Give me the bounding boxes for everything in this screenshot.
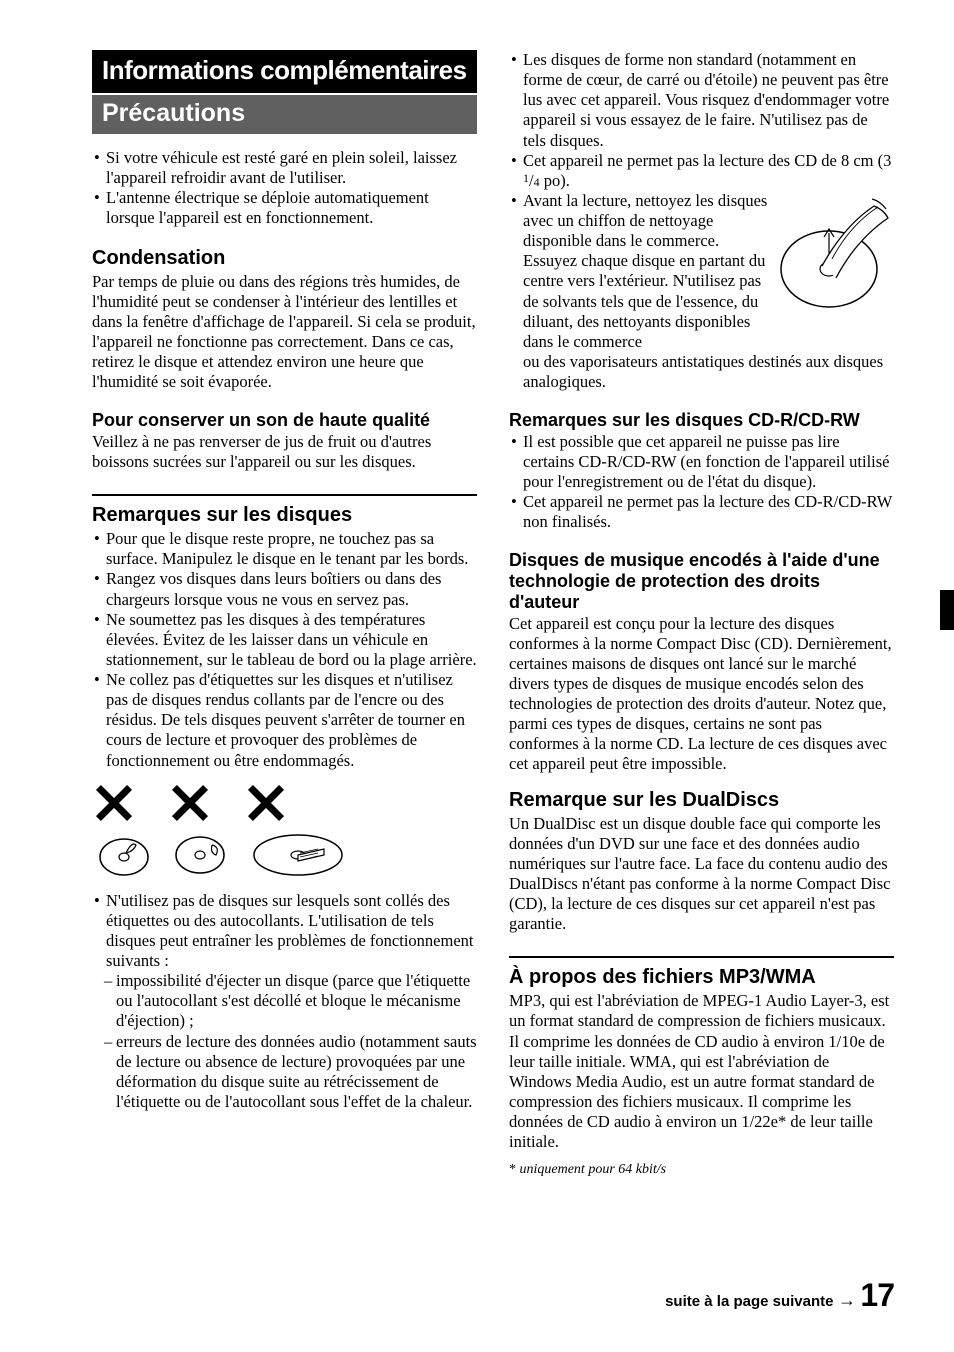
x-mark-icon: [172, 785, 208, 821]
cd8cm-prefix: Cet appareil ne permet pas la lecture de…: [523, 151, 891, 170]
divider-rule: [509, 956, 894, 958]
discs-bullet-list-2: N'utilisez pas de disques sur lesquels s…: [92, 891, 477, 1112]
heading-mp3: À propos des fichiers MP3/WMA: [509, 966, 894, 989]
heading-cdr: Remarques sur les disques CD-R/CD-RW: [509, 410, 894, 431]
disc-unit-2: [172, 785, 228, 881]
heading-sound-quality: Pour conserver un son de haute qualité: [92, 410, 477, 431]
x-mark-icon: [96, 785, 132, 821]
discs-bullet-list-1: Pour que le disque reste propre, ne touc…: [92, 529, 477, 771]
disc-label-icon: [248, 825, 348, 881]
section-sub-title: Précautions: [92, 95, 477, 134]
sub-list-item: impossibilité d'éjecter un disque (parce…: [92, 971, 477, 1031]
body-mp3: MP3, qui est l'abréviation de MPEG-1 Aud…: [509, 991, 894, 1152]
continuation-footer: suite à la page suivante → 17: [665, 1277, 894, 1314]
list-item-cd8cm: Cet appareil ne permet pas la lecture de…: [509, 151, 894, 191]
disc-unit-1: [96, 785, 152, 881]
x-mark-icon: [248, 785, 284, 821]
body-drm: Cet appareil est conçu pour la lecture d…: [509, 614, 894, 775]
list-item: N'utilisez pas de disques sur lesquels s…: [92, 891, 477, 972]
cd8cm-suffix: po).: [540, 171, 570, 190]
section-main-title: Informations complémentaires: [92, 50, 477, 93]
right-column: Les disques de forme non standard (notam…: [509, 50, 894, 1179]
page-number: 17: [860, 1277, 894, 1313]
list-item: Rangez vos disques dans leurs boîtiers o…: [92, 569, 477, 609]
cdr-bullet-list: Il est possible que cet appareil ne puis…: [509, 432, 894, 533]
list-item: Pour que le disque reste propre, ne touc…: [92, 529, 477, 569]
right-top-bullets: Les disques de forme non standard (notam…: [509, 50, 894, 392]
heading-drm: Disques de musique encodés à l'aide d'un…: [509, 550, 894, 612]
page-content: Informations complémentaires Précautions…: [0, 0, 954, 1219]
list-item: Les disques de forme non standard (notam…: [509, 50, 894, 151]
divider-rule: [92, 494, 477, 496]
heading-discs-notes: Remarques sur les disques: [92, 504, 477, 527]
left-column: Informations complémentaires Précautions…: [92, 50, 477, 1179]
body-dualdisc: Un DualDisc est un disque double face qu…: [509, 814, 894, 935]
sub-list-item: erreurs de lecture des données audio (no…: [92, 1032, 477, 1113]
list-item: Il est possible que cet appareil ne puis…: [509, 432, 894, 492]
continuation-text: suite à la page suivante: [665, 1293, 833, 1310]
list-item: Cet appareil ne permet pas la lecture de…: [509, 492, 894, 532]
heading-dualdisc: Remarque sur les DualDiscs: [509, 789, 894, 812]
wipe-text-narrow: Avant la lecture, nettoyez les disques a…: [523, 191, 772, 352]
body-sound-quality: Veillez à ne pas renverser de jus de fru…: [92, 432, 477, 472]
wipe-disc-icon: [774, 191, 894, 321]
wipe-text-tail: ou des vaporisateurs antistatiques desti…: [523, 352, 894, 392]
list-item-wipe: Avant la lecture, nettoyez les disques a…: [509, 191, 894, 392]
list-item: Ne collez pas d'étiquettes sur les disqu…: [92, 670, 477, 771]
page-edge-tab: [940, 590, 954, 630]
body-condensation: Par temps de pluie ou dans des régions t…: [92, 272, 477, 393]
list-item: L'antenne électrique se déploie automati…: [92, 188, 477, 228]
footnote-mp3: uniquement pour 64 kbit/s: [509, 1162, 894, 1179]
disc-sticky-icon: [96, 825, 152, 881]
arrow-right-icon: →: [838, 1290, 856, 1310]
disc-peel-icon: [172, 825, 228, 881]
heading-condensation: Condensation: [92, 247, 477, 270]
disc-figure: [92, 785, 477, 881]
list-item: Ne soumettez pas les disques à des tempé…: [92, 610, 477, 670]
disc-unit-3: [248, 785, 348, 881]
list-item: Si votre véhicule est resté garé en plei…: [92, 148, 477, 188]
top-bullet-list: Si votre véhicule est resté garé en plei…: [92, 148, 477, 229]
